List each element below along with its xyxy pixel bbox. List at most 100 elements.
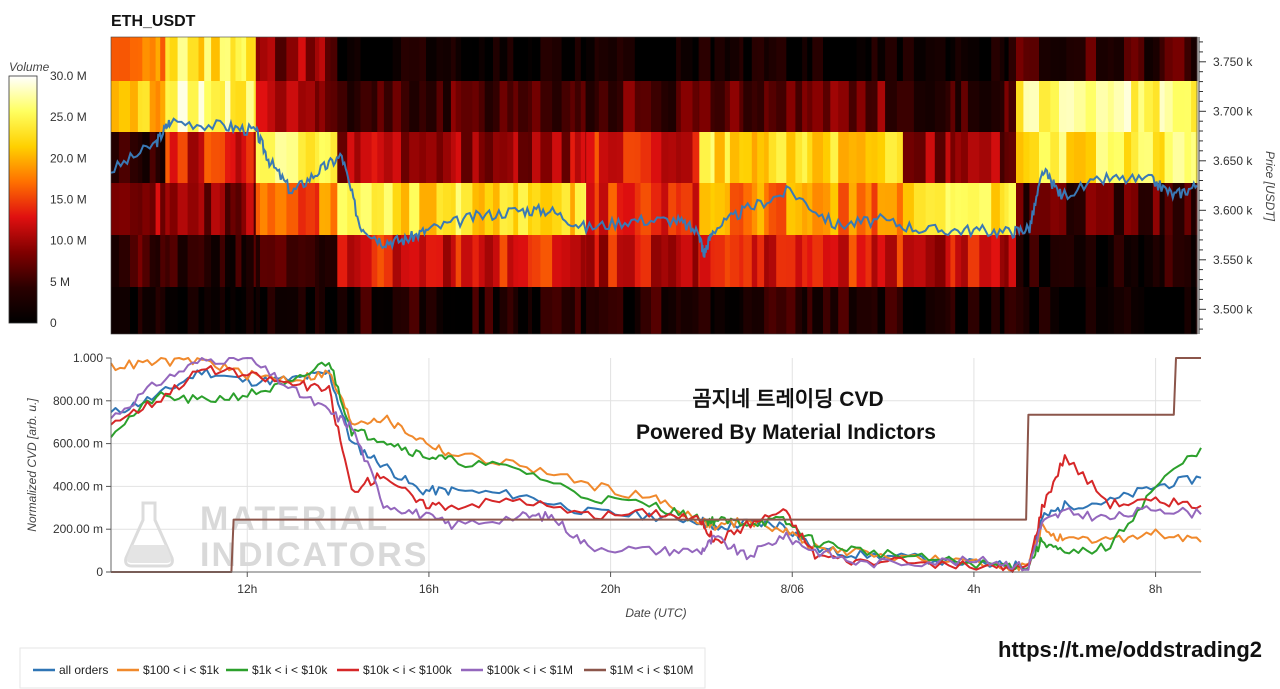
heatmap-cell	[347, 287, 355, 334]
heatmap-cell	[714, 235, 726, 287]
heatmap-cell	[830, 287, 839, 334]
heatmap-cell	[698, 81, 700, 132]
heatmap-cell	[877, 235, 886, 287]
heatmap-cell	[680, 81, 693, 132]
heatmap-cell	[419, 81, 427, 132]
cvd-y-tick-label: 1.000	[73, 351, 103, 365]
heatmap-cell	[710, 132, 716, 183]
heatmap-cell	[377, 287, 385, 334]
heatmap-cell	[187, 81, 200, 132]
heatmap-cell	[518, 235, 529, 287]
heatmap-cell	[552, 183, 563, 235]
heatmap-cell	[902, 81, 915, 132]
heatmap-cell	[812, 235, 824, 287]
heatmap-cell	[830, 81, 839, 132]
heatmap-cell	[574, 81, 582, 132]
heatmap-cell	[1138, 132, 1145, 183]
heatmap-cell	[1113, 132, 1125, 183]
heatmap-cell	[253, 132, 257, 183]
heatmap-cell	[204, 132, 212, 183]
heatmap-cell	[1195, 287, 1198, 334]
heatmap-cell	[499, 81, 508, 132]
heatmap-cell	[934, 37, 946, 81]
heatmap-cell	[768, 37, 777, 81]
heatmap-cell	[651, 37, 662, 81]
colorbar-tick-label: 30.0 M	[50, 69, 87, 83]
heatmap-cell	[267, 287, 276, 334]
heatmap-cell	[885, 235, 898, 287]
heatmap-cell	[570, 183, 576, 235]
heatmap-cell	[111, 287, 120, 334]
heatmap-cell	[1004, 287, 1010, 334]
heatmap-cell	[111, 37, 120, 81]
heatmap-cell	[1107, 81, 1115, 132]
colorbar-tick-label: 20.0 M	[50, 151, 87, 165]
heatmap-cell	[945, 287, 951, 334]
heatmap-cell	[786, 183, 796, 235]
heatmap-cell	[450, 183, 457, 235]
heatmap-cell	[377, 132, 385, 183]
price-tick-label: 3.500 k	[1213, 302, 1253, 316]
heatmap-cell	[155, 235, 161, 287]
heatmap-cell	[574, 37, 582, 81]
heatmap-cell	[925, 287, 936, 334]
heatmap-cell	[377, 183, 385, 235]
heatmap-cell	[241, 132, 247, 183]
heatmap-cell	[246, 81, 255, 132]
heatmap-cell	[198, 81, 205, 132]
heatmap-cell	[1096, 132, 1109, 183]
heatmap-cell	[1195, 81, 1198, 132]
heatmap-cell	[1029, 37, 1040, 81]
heatmap-cell	[347, 81, 355, 132]
heatmap-cell	[1096, 183, 1109, 235]
heatmap-cell	[255, 37, 261, 81]
heatmap-cell	[764, 183, 770, 235]
heatmap-cell	[651, 132, 662, 183]
heatmap-cell	[751, 287, 758, 334]
heatmap-cell	[337, 81, 348, 132]
heatmap-cell	[436, 235, 444, 287]
heatmap-cell	[169, 37, 179, 81]
heatmap-cell	[1144, 287, 1154, 334]
heatmap-cell	[528, 81, 533, 132]
heatmap-cell	[561, 81, 571, 132]
telegram-url[interactable]: https://t.me/oddstrading2	[998, 637, 1262, 662]
heatmap-cell	[776, 235, 787, 287]
heatmap-cell	[729, 183, 740, 235]
heatmap-cell	[330, 287, 338, 334]
heatmap-cell	[160, 235, 166, 287]
heatmap-cell	[507, 235, 514, 287]
heatmap-cell	[298, 183, 307, 235]
heatmap-cell	[443, 183, 452, 235]
heatmap-cell	[661, 37, 669, 81]
heatmap-cell	[979, 81, 992, 132]
heatmap-cell	[142, 37, 151, 81]
cvd-y-tick-label: 800.00 m	[53, 394, 103, 408]
heatmap-cell	[219, 183, 226, 235]
heatmap-cell	[518, 81, 529, 132]
heatmap-cell	[848, 132, 858, 183]
heatmap-cell	[698, 287, 700, 334]
heatmap-cell	[118, 132, 131, 183]
heatmap-cell	[532, 37, 541, 81]
heatmap-cell	[812, 132, 824, 183]
heatmap-cell	[225, 81, 231, 132]
heatmap-cell	[371, 37, 378, 81]
heatmap-cell	[225, 37, 231, 81]
heatmap-cell	[1004, 235, 1010, 287]
heatmap-cell	[142, 287, 151, 334]
heatmap-cell	[574, 235, 582, 287]
heatmap-cell	[204, 287, 212, 334]
heatmap-cell	[401, 235, 410, 287]
heatmap-cell	[865, 235, 872, 287]
heatmap-cell	[838, 37, 850, 81]
heatmap-cell	[594, 183, 600, 235]
heatmap-cell	[999, 81, 1006, 132]
legend-item-label: all orders	[59, 663, 108, 677]
heatmap-cell	[945, 235, 951, 287]
heatmap-cell	[802, 235, 808, 287]
heatmap-cell	[455, 81, 462, 132]
heatmap-cell	[426, 132, 438, 183]
heatmap-cell	[253, 287, 257, 334]
